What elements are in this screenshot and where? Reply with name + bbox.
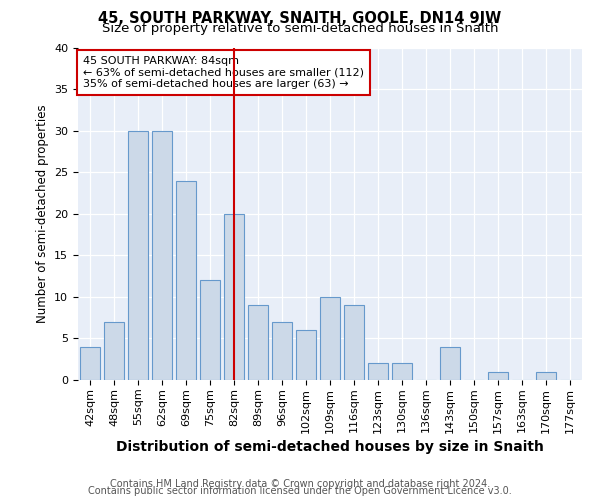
Bar	[128, 130, 148, 380]
Bar	[536, 372, 556, 380]
Text: 45, SOUTH PARKWAY, SNAITH, GOOLE, DN14 9JW: 45, SOUTH PARKWAY, SNAITH, GOOLE, DN14 9…	[98, 11, 502, 26]
Bar	[296, 330, 316, 380]
Bar	[224, 214, 244, 380]
Y-axis label: Number of semi-detached properties: Number of semi-detached properties	[35, 104, 49, 323]
Bar	[152, 130, 172, 380]
Bar	[368, 364, 388, 380]
Text: 45 SOUTH PARKWAY: 84sqm
← 63% of semi-detached houses are smaller (112)
35% of s: 45 SOUTH PARKWAY: 84sqm ← 63% of semi-de…	[83, 56, 364, 89]
Bar	[392, 364, 412, 380]
X-axis label: Distribution of semi-detached houses by size in Snaith: Distribution of semi-detached houses by …	[116, 440, 544, 454]
Bar	[272, 322, 292, 380]
Bar	[320, 297, 340, 380]
Bar	[248, 305, 268, 380]
Bar	[344, 305, 364, 380]
Text: Size of property relative to semi-detached houses in Snaith: Size of property relative to semi-detach…	[102, 22, 498, 35]
Bar	[488, 372, 508, 380]
Bar	[104, 322, 124, 380]
Bar	[176, 180, 196, 380]
Text: Contains HM Land Registry data © Crown copyright and database right 2024.: Contains HM Land Registry data © Crown c…	[110, 479, 490, 489]
Bar	[440, 347, 460, 380]
Bar	[200, 280, 220, 380]
Text: Contains public sector information licensed under the Open Government Licence v3: Contains public sector information licen…	[88, 486, 512, 496]
Bar	[80, 347, 100, 380]
